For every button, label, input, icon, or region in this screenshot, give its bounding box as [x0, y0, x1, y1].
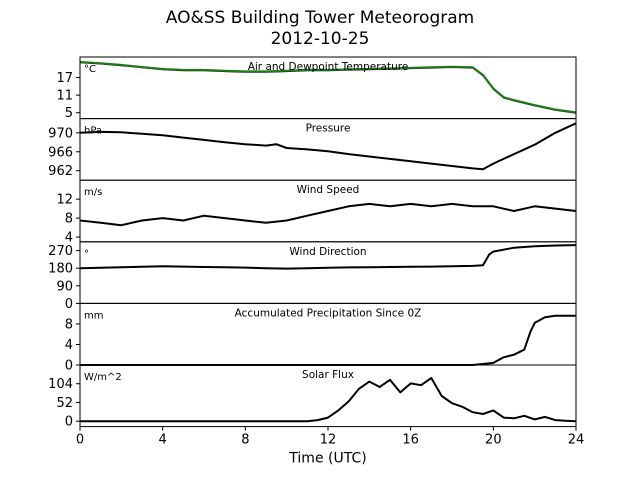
panel-1-unit: °C: [84, 64, 96, 75]
xtick-label: 16: [402, 433, 419, 448]
panel-1-series-2-line: [79, 61, 577, 114]
panel-2-ytick-label: 966: [48, 145, 73, 160]
panel-2-title: Pressure: [306, 123, 351, 135]
panel-1-ytick-label: 5: [65, 106, 73, 121]
panel-3-unit: m/s: [84, 187, 102, 198]
panel-5-series-1-line: [80, 314, 576, 366]
panel-2-series-1-line: [79, 122, 577, 171]
figure-title-line1: AO&SS Building Tower Meteorogram: [165, 8, 475, 28]
panel-6-ytick-label: 104: [48, 377, 73, 392]
panel-6-unit: W/m^2: [84, 372, 122, 383]
panel-5-ytick-label: 4: [65, 338, 73, 353]
panel-2-ytick-label: 962: [48, 164, 73, 179]
panel-2-ytick-label: 970: [48, 126, 73, 141]
panel-6-ytick-label: 0: [65, 415, 73, 430]
panel-4-unit: °: [84, 249, 89, 260]
xtick-label: 8: [241, 433, 249, 448]
panel-4-ytick-label: 270: [48, 244, 73, 259]
panel-3-ytick-label: 8: [65, 212, 73, 227]
panel-2-unit: hPa: [84, 126, 102, 137]
panel-5-ytick-label: 0: [65, 359, 73, 374]
figure-title-line2: 2012-10-25: [270, 29, 370, 49]
panel-3-title: Wind Speed: [297, 184, 360, 196]
panel-1-ytick-label: 17: [56, 71, 73, 86]
panel-4-ytick-label: 0: [65, 297, 73, 312]
xtick-label: 12: [320, 433, 337, 448]
panel-1-title: Air and Dewpoint Temperature: [248, 61, 409, 73]
panel-3-ytick-label: 12: [56, 193, 73, 208]
panel-4-ytick-label: 180: [48, 262, 73, 277]
panel-6-series-1-line: [80, 377, 577, 423]
panel-3-series-1-line: [79, 202, 577, 227]
panel-1-ytick-label: 11: [56, 89, 73, 104]
panel-4-series-1-line: [79, 244, 577, 270]
panel-5-title: Accumulated Precipitation Since 0Z: [235, 307, 422, 319]
panel-5-unit: mm: [84, 310, 103, 321]
panel-6-ytick-label: 52: [56, 396, 73, 411]
xtick-label: 20: [485, 433, 502, 448]
figure-title: AO&SS Building Tower Meteorogram 2012-10…: [0, 8, 640, 50]
panel-4-title: Wind Direction: [289, 246, 366, 258]
panel-6-title: Solar Flux: [302, 369, 354, 381]
xtick-label: 0: [76, 433, 84, 448]
panel-5-ytick-label: 8: [65, 317, 73, 332]
panel-4-ytick-label: 90: [56, 279, 73, 294]
xtick-label: 4: [159, 433, 167, 448]
x-axis-label: Time (UTC): [288, 451, 366, 467]
xtick-label: 24: [568, 433, 585, 448]
panel-3-ytick-label: 4: [65, 231, 73, 246]
